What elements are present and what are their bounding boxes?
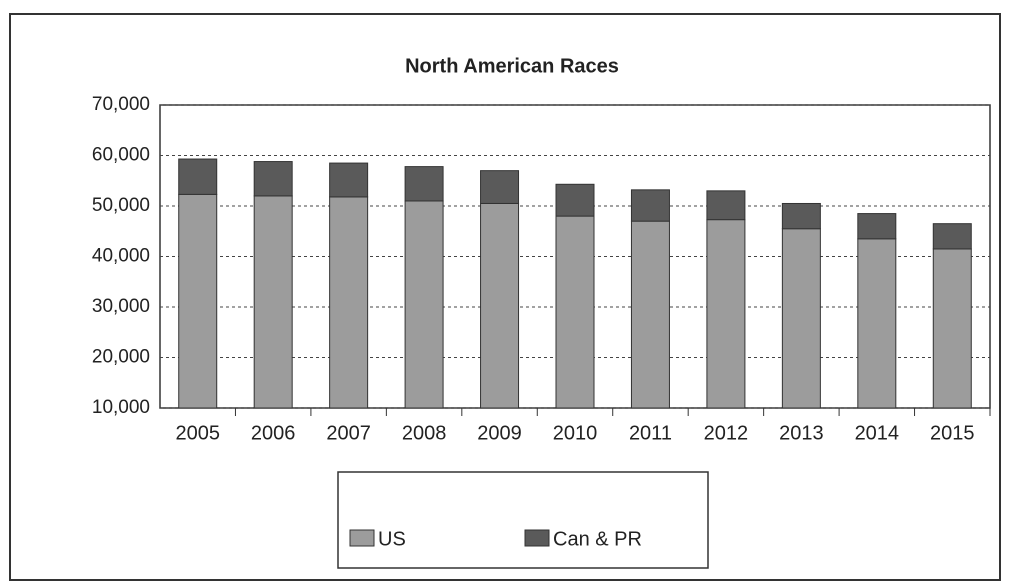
bar-segment — [630, 220, 670, 409]
x-tick-label: 2014 — [855, 422, 900, 444]
bar-segment — [329, 196, 369, 409]
bar-segment — [404, 166, 444, 202]
bar-segment — [253, 161, 293, 197]
legend-swatch — [524, 529, 550, 547]
x-tick-label: 2013 — [779, 422, 824, 444]
bar-segment — [932, 248, 972, 409]
bar-segment — [555, 215, 595, 409]
legend-swatch — [349, 529, 375, 547]
bar-segment — [480, 170, 520, 204]
bar-segment — [555, 183, 595, 217]
bar-segment — [178, 193, 218, 409]
x-tick-label: 2012 — [704, 422, 749, 444]
bar-segment — [857, 213, 897, 240]
bar-segment — [253, 195, 293, 409]
y-tick-label: 70,000 — [92, 94, 150, 115]
y-tick-label: 60,000 — [92, 145, 150, 166]
x-tick-label: 2008 — [402, 422, 447, 444]
bar-segment — [706, 219, 746, 409]
legend-label: Can & PR — [553, 528, 642, 550]
y-tick-label: 10,000 — [92, 397, 150, 418]
bar-segment — [857, 238, 897, 409]
legend-box — [337, 471, 709, 569]
bar-segment — [630, 189, 670, 222]
bar-segment — [178, 158, 218, 195]
x-tick-label: 2009 — [477, 422, 522, 444]
x-tick-label: 2005 — [175, 422, 220, 444]
x-tick-label: 2011 — [629, 422, 672, 444]
bar-segment — [404, 200, 444, 409]
bar-segment — [480, 202, 520, 409]
bar-segment — [781, 202, 821, 230]
y-tick-label: 50,000 — [92, 195, 150, 216]
x-tick-label: 2006 — [251, 422, 296, 444]
chart-title: North American Races — [405, 55, 619, 77]
x-tick-label: 2007 — [326, 422, 371, 444]
bar-segment — [781, 228, 821, 409]
bar-segment — [329, 162, 369, 198]
bar-segment — [932, 223, 972, 250]
y-tick-label: 20,000 — [92, 347, 150, 368]
y-tick-label: 30,000 — [92, 296, 150, 317]
y-tick-label: 40,000 — [92, 246, 150, 267]
bar-segment — [706, 190, 746, 221]
x-tick-label: 2010 — [553, 422, 598, 444]
legend-label: US — [378, 528, 406, 550]
x-tick-label: 2015 — [930, 422, 975, 444]
